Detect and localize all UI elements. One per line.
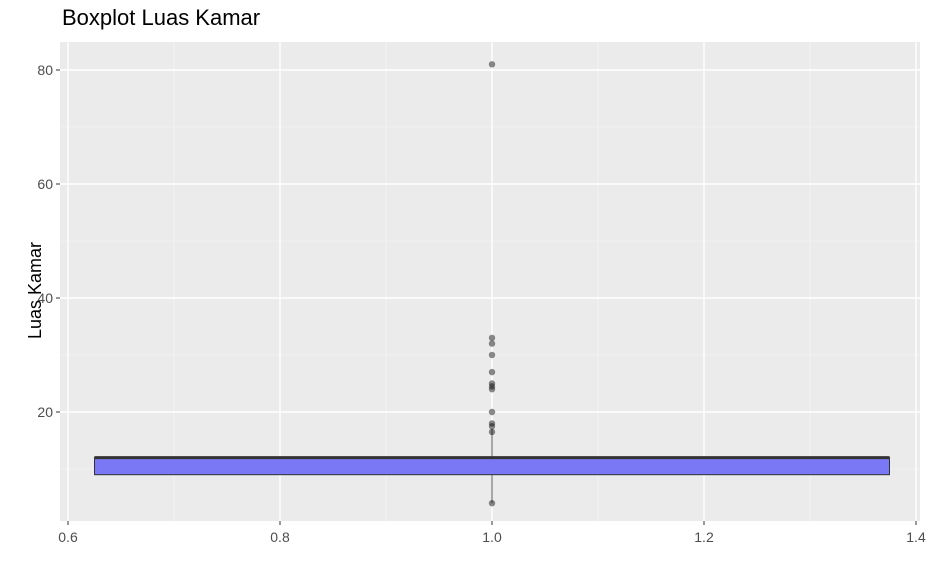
x-tick-label: 0.8 xyxy=(270,529,290,545)
y-tick-label: 80 xyxy=(37,62,53,78)
outlier-point xyxy=(488,340,496,347)
outlier-point xyxy=(488,334,496,342)
y-tick-label: 20 xyxy=(37,404,53,420)
outlier-point xyxy=(488,380,496,387)
y-tick-label: 60 xyxy=(37,176,53,192)
box-iqr xyxy=(94,457,890,476)
x-tick-label: 0.6 xyxy=(58,529,78,545)
outlier-point xyxy=(488,408,496,416)
plot-panel xyxy=(60,42,920,521)
chart-title: Boxplot Luas Kamar xyxy=(62,5,261,30)
outlier-point xyxy=(488,420,496,427)
outlier-point xyxy=(488,500,496,507)
x-tick-label: 1.4 xyxy=(906,529,926,545)
x-tick-label: 1.0 xyxy=(482,529,502,545)
outlier-point xyxy=(488,368,496,376)
outlier-point xyxy=(488,386,496,393)
outlier-point xyxy=(488,383,496,390)
outlier-point xyxy=(488,351,496,359)
outlier-point xyxy=(488,423,496,430)
y-tick-label: 40 xyxy=(37,290,53,306)
outlier-point xyxy=(488,428,496,436)
x-tick-label: 1.2 xyxy=(694,529,714,545)
outlier-point xyxy=(488,61,496,68)
